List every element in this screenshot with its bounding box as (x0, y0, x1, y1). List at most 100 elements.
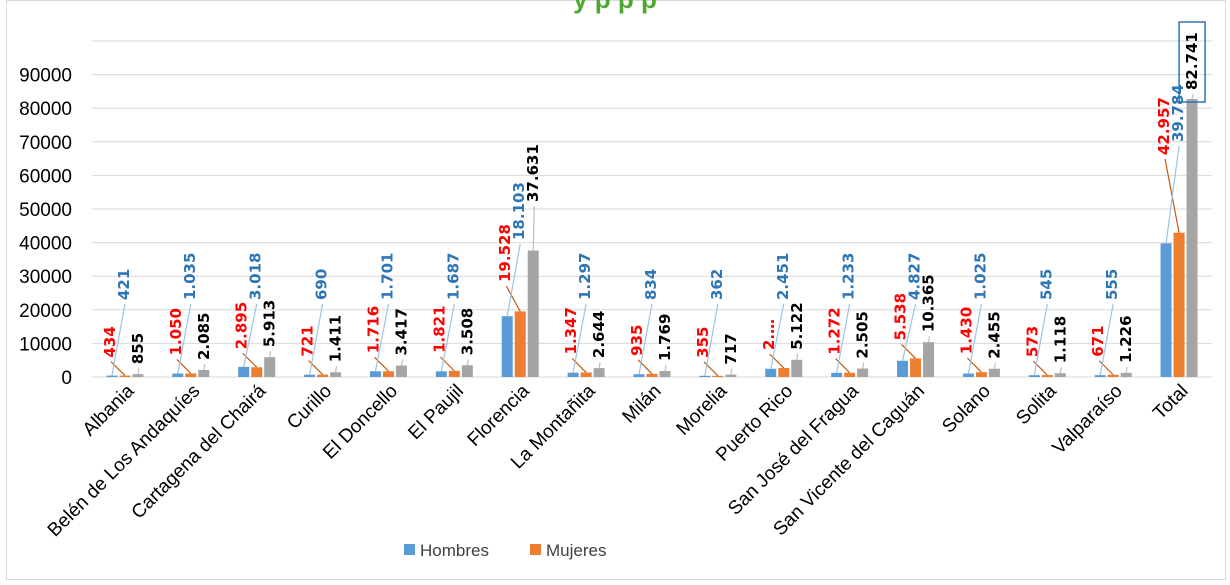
label-leader (1033, 303, 1048, 376)
label-leader (334, 366, 338, 373)
bar-hombres (567, 372, 579, 377)
bar-mujeres (382, 371, 394, 377)
bar-total (461, 365, 473, 377)
label-leader (1165, 145, 1180, 244)
data-label: 1.701 (378, 253, 396, 300)
chart-title: y p p p (573, 0, 657, 14)
category-label: Valparaíso (1049, 381, 1127, 459)
total-label-highlight (1178, 21, 1206, 103)
data-label: 721 (299, 325, 317, 356)
bar-total (593, 368, 605, 377)
data-label: 1.716 (364, 306, 382, 353)
data-label: 5.913 (261, 300, 279, 347)
bar-hombres (1028, 375, 1040, 377)
data-label: 1.226 (1117, 315, 1135, 362)
data-label: 355 (694, 326, 712, 357)
bar-total (198, 369, 210, 377)
bar-hombres (435, 371, 447, 377)
bar-mujeres (1041, 375, 1053, 377)
data-label: 3.417 (392, 308, 410, 355)
bar-mujeres (1107, 374, 1119, 377)
category-label: Curillo (283, 381, 336, 434)
bar-hombres (1094, 375, 1106, 377)
data-label: 2.… (760, 319, 778, 350)
label-leader (242, 352, 258, 368)
label-leader (308, 360, 324, 376)
bar-hombres (831, 372, 843, 377)
label-leader (1098, 360, 1114, 376)
label-leader (1125, 366, 1128, 373)
bar-total (330, 372, 342, 377)
bar-mujeres (844, 372, 856, 377)
label-leader (836, 303, 851, 373)
category-label: Milán (619, 381, 666, 428)
bar-mujeres (448, 370, 460, 377)
category-label: Florencia (464, 380, 534, 450)
legend-swatch (530, 544, 541, 555)
label-leader (505, 285, 521, 312)
bar-mujeres (580, 372, 592, 377)
data-label: 1.411 (327, 315, 345, 362)
legend: Hombres Mujeres (404, 541, 606, 560)
bar-total (395, 365, 407, 377)
category-label: Solita (1012, 380, 1061, 429)
label-leader (1191, 93, 1194, 100)
label-leader (440, 303, 455, 372)
category-label: San José del Fragua (724, 380, 863, 519)
label-leader (730, 368, 733, 375)
bar-mujeres (910, 358, 922, 377)
label-leader (796, 353, 799, 360)
data-label: 834 (642, 269, 660, 300)
bar-total (923, 342, 935, 377)
bar-mujeres (317, 374, 329, 377)
bar-total (725, 374, 737, 377)
label-leader (598, 362, 601, 369)
data-label: 1.769 (656, 314, 674, 361)
label-leader (862, 362, 865, 369)
y-tick-label: 80000 (19, 99, 72, 120)
data-label: 855 (129, 333, 147, 364)
bar-hombres (501, 316, 513, 377)
legend-swatch (404, 544, 415, 555)
data-label: 717 (722, 333, 740, 364)
y-tick-label: 40000 (19, 234, 72, 255)
label-leader (269, 351, 272, 358)
data-label: 39.784 (1169, 84, 1187, 142)
label-leader (835, 358, 851, 374)
label-leader (374, 356, 389, 372)
bar-total (791, 359, 803, 377)
bar-hombres (369, 371, 381, 377)
label-leader (901, 343, 916, 359)
label-leader (111, 303, 126, 376)
label-leader (308, 303, 324, 375)
data-label: 2.451 (774, 253, 792, 300)
data-label: 1.233 (840, 253, 858, 300)
data-label: 3.018 (247, 253, 265, 300)
bar-hombres (106, 375, 118, 377)
label-leader (466, 359, 469, 366)
label-leader (1099, 303, 1114, 376)
bar-hombres (1160, 243, 1172, 377)
label-leader (901, 303, 917, 361)
bar-total (1186, 98, 1198, 378)
data-label: 2.505 (854, 311, 872, 358)
label-leader (532, 205, 535, 251)
legend-label: Hombres (420, 541, 489, 560)
data-label: 421 (115, 269, 133, 300)
category-label: Morelia (673, 380, 732, 439)
label-leader (664, 364, 667, 372)
data-label: 671 (1089, 325, 1107, 356)
data-label: 573 (1023, 326, 1041, 357)
bar-mujeres (119, 375, 131, 377)
label-leader (704, 303, 719, 376)
label-leader (137, 368, 140, 375)
bar-mujeres (185, 373, 197, 377)
bar-hombres (962, 373, 974, 377)
data-label: 10.365 (920, 274, 938, 332)
label-leader (927, 336, 931, 343)
bar-mujeres (646, 373, 658, 377)
label-leader (770, 303, 785, 369)
bars (106, 98, 1198, 378)
label-leader (703, 361, 719, 377)
bar-hombres (172, 373, 184, 377)
